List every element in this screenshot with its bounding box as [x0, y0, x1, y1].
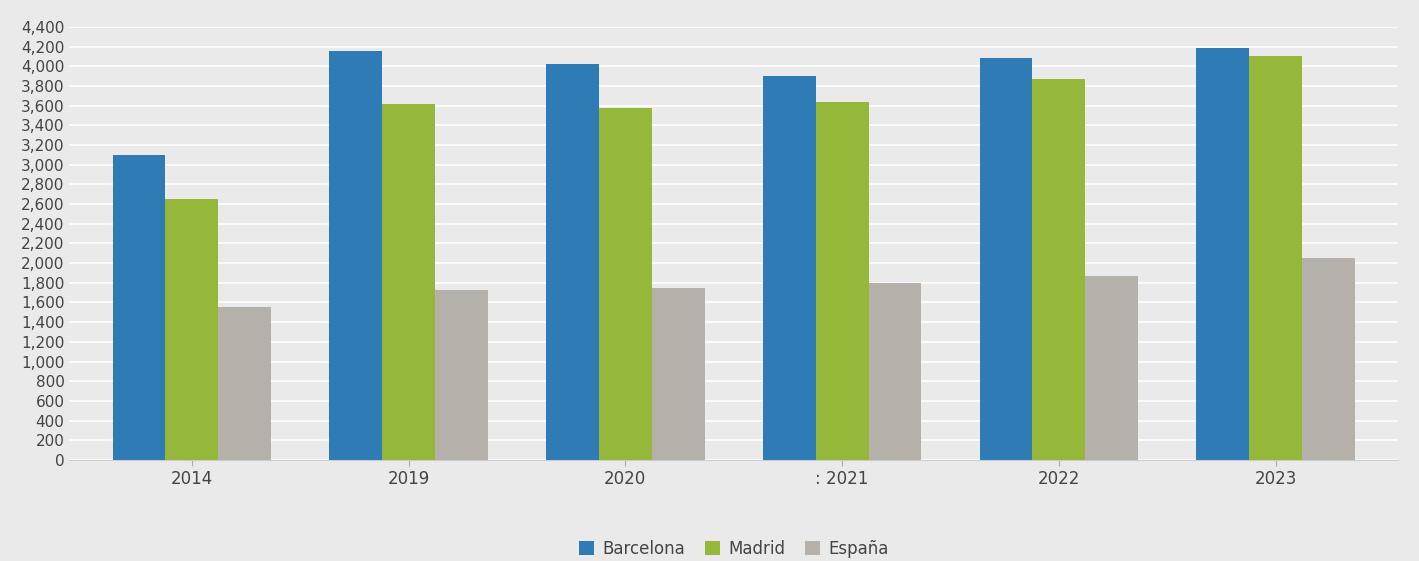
Bar [166, 199, 219, 460]
Bar [1086, 276, 1138, 460]
Bar [599, 108, 651, 460]
Bar [546, 65, 599, 460]
Bar [1249, 56, 1303, 460]
Bar [1196, 48, 1249, 460]
Bar [1303, 258, 1355, 460]
Bar [868, 283, 921, 460]
Bar [979, 58, 1033, 460]
Bar [382, 104, 436, 460]
Bar [436, 289, 488, 460]
Bar [651, 288, 704, 460]
Legend: Barcelona, Madrid, España: Barcelona, Madrid, España [572, 534, 895, 561]
Bar [816, 102, 868, 460]
Bar [112, 155, 166, 460]
Bar [329, 52, 382, 460]
Bar [219, 307, 271, 460]
Bar [763, 76, 816, 460]
Bar [1033, 79, 1086, 460]
